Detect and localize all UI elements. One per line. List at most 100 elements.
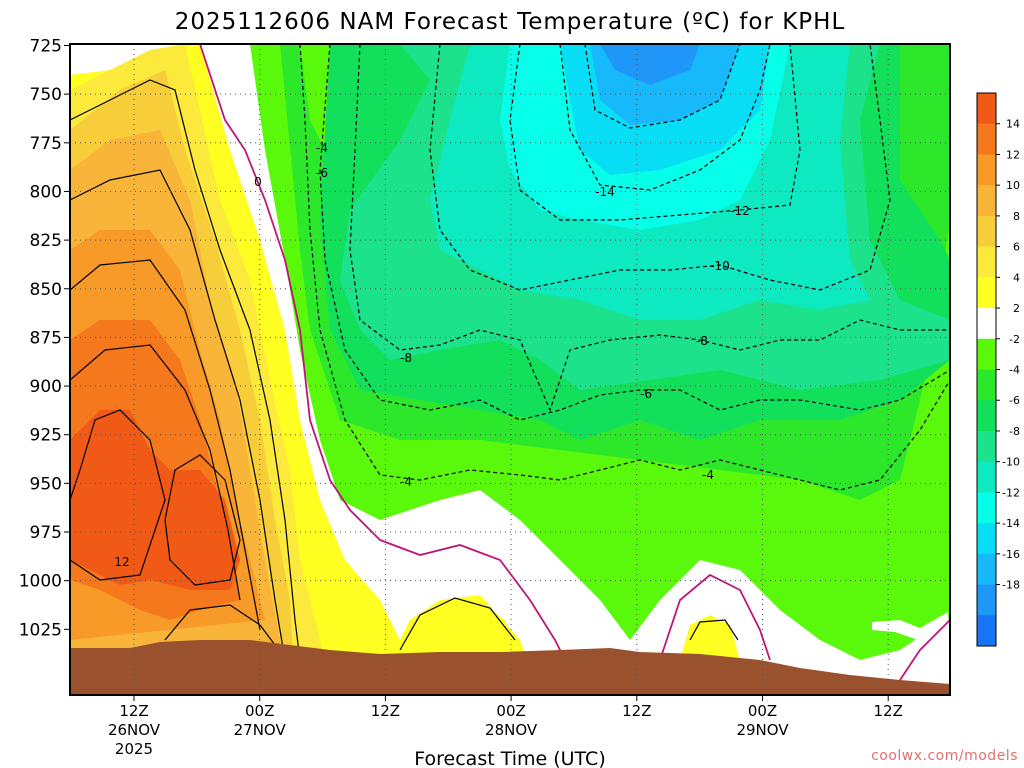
- x-tick-label: 12Z: [119, 702, 148, 720]
- field-yellow-blob-1: [390, 600, 520, 660]
- contour-solid-yellow-blob: [399, 597, 516, 651]
- x-tick-label: 29NOV: [736, 721, 789, 739]
- x-tick-label: 00Z: [245, 702, 274, 720]
- colorbar-swatch: [977, 277, 996, 309]
- y-tick-label: 850: [30, 280, 62, 300]
- contour-label: -8: [400, 351, 412, 365]
- colorbar-label: -4: [1009, 364, 1020, 377]
- field-orange-5: [70, 410, 240, 590]
- contour-label: 12: [114, 555, 129, 569]
- y-tick-label: 925: [30, 426, 62, 446]
- contour-solid-12b: [164, 454, 241, 586]
- colorbar-label: 8: [1013, 210, 1020, 223]
- contour-lines: [70, 44, 950, 681]
- y-tick-label: 750: [30, 85, 62, 105]
- contour-solid-3: [70, 259, 261, 631]
- colorbar-label: -10: [1002, 456, 1020, 469]
- colorbar-label: -18: [1002, 579, 1020, 592]
- contour-dash-neg10: [429, 44, 891, 291]
- colorbar-label: 6: [1013, 241, 1020, 254]
- x-tick-label: 00Z: [748, 702, 777, 720]
- contour-solid-12: [70, 409, 166, 581]
- y-tick-label: 775: [30, 134, 62, 154]
- contour-solid-1: [70, 79, 301, 661]
- contour-label: -6: [316, 166, 328, 180]
- x-tick-label: 28NOV: [485, 721, 538, 739]
- field-yellow-blob-2: [680, 615, 740, 660]
- field-blue-dark: [600, 44, 700, 85]
- colorbar-swatch: [977, 246, 996, 278]
- colorbar-swatch: [977, 154, 996, 186]
- contour-solid-4: [70, 344, 241, 601]
- contour-zero-line-2: [659, 573, 771, 661]
- colorbar-swatch: [977, 553, 996, 586]
- x-tick-label: 26NOV: [108, 721, 161, 739]
- x-tick-label: 27NOV: [234, 721, 287, 739]
- colorbar-label: 14: [1006, 118, 1020, 131]
- colorbar-swatch: [977, 369, 996, 401]
- contour-zero-line: [199, 44, 566, 661]
- colorbar-label: -12: [1002, 486, 1020, 499]
- contour-dash-neg14: [559, 44, 771, 191]
- colorbar-label: 4: [1013, 271, 1020, 284]
- colorbar-swatch: [977, 215, 996, 248]
- colorbar-label: -2: [1009, 333, 1020, 346]
- y-tick-label: 1000: [19, 572, 62, 592]
- contour-label: -4: [400, 475, 412, 489]
- x-tick-label: 12Z: [622, 702, 651, 720]
- colorbar: 14 12 10 8 6 4 2 -2 -4 -6 -8 -10 -12 -14 -16 -18: [976, 92, 1020, 647]
- colorbar-swatch: [977, 430, 996, 463]
- temperature-field: [70, 44, 950, 695]
- y-tick-label: 800: [30, 182, 62, 202]
- colorbar-swatch: [977, 185, 996, 217]
- contour-zero-line-3: [899, 619, 950, 681]
- field-white-arm: [872, 612, 950, 660]
- y-tick-label: 1025: [19, 620, 62, 640]
- contour-label: -4: [316, 141, 328, 155]
- colorbar-swatch: [977, 523, 996, 555]
- terrain-surface: [70, 640, 950, 695]
- colorbar-label: 12: [1006, 148, 1020, 161]
- contour-dash-neg4: [299, 44, 950, 491]
- colorbar-label: 10: [1006, 179, 1020, 192]
- chart-title: 2025112606 NAM Forecast Temperature (ºC)…: [175, 9, 846, 35]
- colorbar-swatch: [977, 400, 996, 432]
- colorbar-label: -8: [1009, 425, 1020, 438]
- contour-solid-surface: [164, 604, 276, 646]
- colorbar-swatch: [977, 93, 996, 125]
- y-tick-label: 900: [30, 377, 62, 397]
- colorbar-swatch: [977, 615, 996, 647]
- y-axis: 725 750 775 800 825 850 875 900 925 950 975 1000 102…: [19, 37, 70, 640]
- y-tick-label: 725: [30, 37, 62, 57]
- contour-label: -10: [710, 259, 730, 273]
- colorbar-swatch: [977, 584, 996, 616]
- contour-solid-yellow-blob-2: [689, 619, 739, 641]
- contour-label: -14: [595, 185, 615, 199]
- colorbar-swatch: [977, 338, 996, 370]
- contour-dash-neg12: [509, 44, 801, 221]
- colorbar-label: 2: [1013, 302, 1020, 315]
- contour-label: -4: [702, 468, 714, 482]
- x-tick-label: 2025: [115, 740, 153, 758]
- y-tick-label: 825: [30, 231, 62, 251]
- gridlines: [70, 44, 950, 695]
- x-tick-label: 12Z: [371, 702, 400, 720]
- contour-solid-2: [70, 169, 286, 661]
- colorbar-swatch: [977, 308, 996, 340]
- colorbar-swatch: [977, 461, 996, 493]
- contour-dash-neg16: [584, 44, 741, 129]
- colorbar-swatch: [977, 123, 996, 155]
- colorbar-label: -6: [1009, 394, 1020, 407]
- contour-label: 0: [254, 175, 262, 189]
- plot-frame: [69, 43, 951, 696]
- colorbar-swatch: [977, 492, 996, 524]
- colorbar-label: -14: [1002, 517, 1020, 530]
- x-tick-label: 00Z: [496, 702, 525, 720]
- colorbar-label: -16: [1002, 548, 1020, 561]
- field-white-top: [70, 44, 185, 75]
- y-tick-label: 875: [30, 328, 62, 348]
- y-tick-label: 950: [30, 474, 62, 494]
- contour-label: -12: [730, 204, 750, 218]
